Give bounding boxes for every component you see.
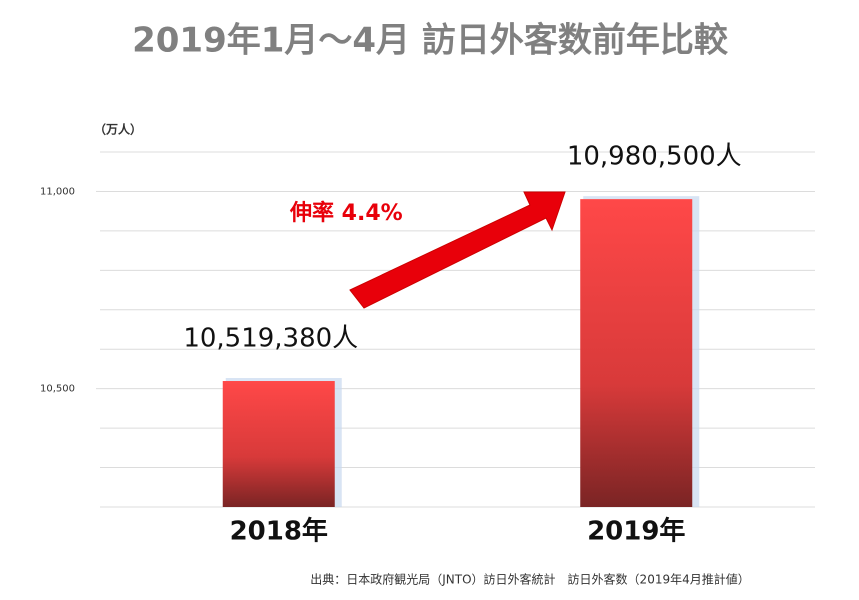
x-tick-label: 2019年 (587, 516, 685, 547)
plot: 11,000 10,500 2018年 10,519,380人 2019年 10,980,… (40, 142, 815, 547)
growth-arrow (349, 191, 566, 309)
y-tick-label: 10,500 (40, 384, 75, 395)
source: 出典：日本政府観光局（JNTO）訪日外客統計 訪日外客数（2019年4月推計値） (310, 572, 749, 587)
value-label: 10,980,500人 (567, 142, 742, 172)
bar (222, 381, 335, 507)
x-tick-label: 2018年 (230, 516, 328, 547)
chart-title: 2019年1月〜4月 訪日外客数前年比較 (132, 21, 729, 61)
y-tick-label: 11,000 (40, 186, 75, 197)
bar (580, 199, 693, 507)
y-axis-label: （万人） (94, 122, 142, 137)
annotation: 伸率 4.4% (289, 200, 403, 226)
value-label: 10,519,380人 (183, 324, 358, 354)
